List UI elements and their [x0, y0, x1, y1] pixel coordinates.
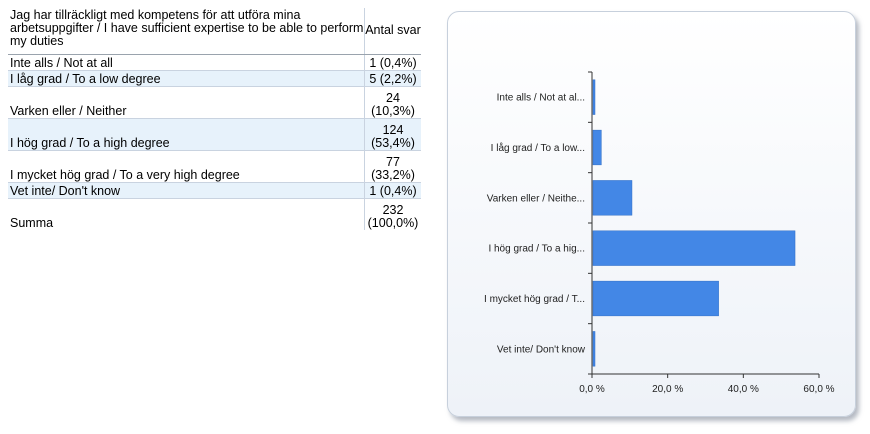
row-pct: (0,4%): [379, 56, 417, 70]
summary-pct: (100,0%): [367, 216, 419, 230]
table-row: I låg grad / To a low degree 5 (2,2%): [8, 71, 421, 87]
table-row: Inte alls / Not at all 1 (0,4%): [8, 55, 421, 71]
row-label: Inte alls / Not at all: [8, 55, 365, 70]
row-label: Varken eller / Neither: [8, 87, 365, 118]
category-label: Varken eller / Neithe...: [487, 193, 585, 204]
row-count: 1: [369, 184, 377, 198]
category-label: I låg grad / To a low...: [491, 142, 585, 154]
row-value: 124 (53,4%): [365, 119, 421, 150]
bar: [592, 230, 796, 266]
bar: [592, 79, 596, 115]
bar: [592, 280, 719, 317]
row-value: 24 (10,3%): [365, 87, 421, 118]
table-row: I mycket hög grad / To a very high degre…: [8, 151, 421, 183]
question-header: Jag har tillräckligt med kompetens för a…: [8, 8, 365, 54]
x-tick-label: 60,0 %: [803, 384, 834, 395]
category-label: Inte alls / Not at al...: [497, 93, 585, 104]
row-count: 77: [386, 155, 400, 169]
row-label: Vet inte/ Don't know: [8, 183, 365, 198]
row-count: 124: [382, 123, 404, 137]
x-tick-label: 0,0 %: [579, 384, 605, 395]
summary-count: 232: [382, 203, 404, 217]
count-header: Antal svar: [365, 23, 421, 37]
table-row: Vet inte/ Don't know 1 (0,4%): [8, 183, 421, 199]
category-label: I hög grad / To a hig...: [488, 244, 585, 255]
bar-chart: Inte alls / Not at al... I låg grad / To …: [484, 71, 835, 395]
summary-label: Summa: [8, 199, 365, 230]
category-label: I mycket hög grad / T...: [484, 294, 585, 305]
row-value: 1 (0,4%): [365, 183, 421, 198]
row-value: 1 (0,4%): [365, 55, 421, 70]
row-count: 1: [369, 56, 377, 70]
row-label: I mycket hög grad / To a very high degre…: [8, 151, 365, 182]
category-label: Vet inte/ Don't know: [497, 344, 586, 355]
chart-panel: Inte alls / Not at al... I låg grad / To …: [447, 11, 856, 417]
summary-value: 232 (100,0%): [365, 199, 421, 230]
row-count: 24: [386, 91, 400, 105]
row-value: 5 (2,2%): [365, 71, 421, 86]
bar: [592, 129, 602, 166]
x-tick-label: 20,0 %: [652, 384, 683, 395]
results-table: Jag har tillräckligt med kompetens för a…: [8, 8, 421, 230]
table-summary-row: Summa 232 (100,0%): [8, 199, 421, 230]
row-pct: (2,2%): [379, 72, 417, 86]
table-header-row: Jag har tillräckligt med kompetens för a…: [8, 8, 421, 55]
row-pct: (53,4%): [371, 136, 415, 150]
x-tick-label: 40,0 %: [728, 384, 759, 395]
row-value: 77 (33,2%): [365, 151, 421, 182]
row-count: 5: [369, 72, 377, 86]
bar: [592, 180, 633, 216]
bar: [592, 331, 596, 367]
row-pct: (33,2%): [371, 168, 415, 182]
row-pct: (10,3%): [371, 104, 415, 118]
table-row: I hög grad / To a high degree 124 (53,4%…: [8, 119, 421, 151]
table-row: Varken eller / Neither 24 (10,3%): [8, 87, 421, 119]
row-pct: (0,4%): [379, 184, 417, 198]
row-label: I låg grad / To a low degree: [8, 71, 365, 86]
row-label: I hög grad / To a high degree: [8, 119, 365, 150]
